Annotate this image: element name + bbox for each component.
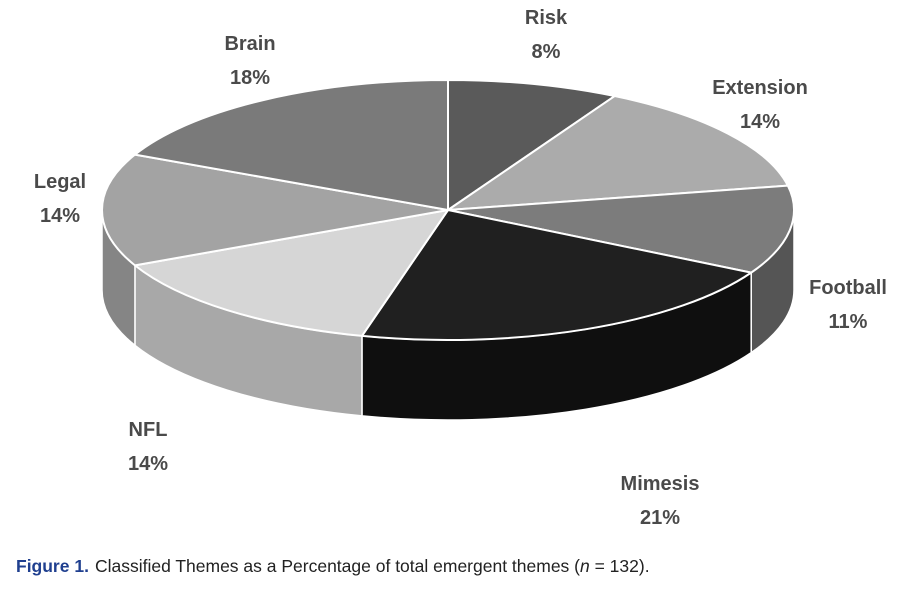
slice-label-extension: Extension [712,77,808,99]
pie-slice-legal [101,153,449,267]
caption-n-variable: n [580,556,590,576]
slice-value-legal: 14% [40,205,80,227]
pie-slice-extension [447,95,789,211]
slice-value-brain: 18% [230,67,270,89]
caption-text-after: = 132). [589,556,650,576]
figure-caption: Figure 1. Classified Themes as a Percenta… [16,556,650,577]
slice-value-nfl: 14% [128,453,168,475]
slice-value-risk: 8% [532,41,561,63]
pie-slice-nfl [133,209,449,337]
slice-label-mimesis: Mimesis [621,473,700,495]
figure-label: Figure 1. [16,556,89,576]
pie-labels: Risk 8% Extension 14% Football 11% Mimesis 21% N… [34,7,887,529]
slice-label-nfl: NFL [129,419,168,441]
slice-label-football: Football [809,277,887,299]
slice-value-football: 11% [829,311,868,333]
pie-sides [101,209,795,421]
slice-label-risk: Risk [525,7,568,29]
pie-chart: Risk 8% Extension 14% Football 11% Mimesis 21% N… [34,7,887,529]
pie-slice-mimesis [360,209,753,341]
pie-slice-football [447,184,795,274]
pie-tops [101,79,795,341]
caption-text-before: Classified Themes as a Percentage of tot… [94,556,580,576]
slice-value-extension: 14% [740,111,780,133]
slice-label-brain: Brain [224,33,275,55]
pie-slice-risk [447,79,616,211]
slice-value-mimesis: 21% [640,507,680,529]
slice-label-legal: Legal [34,171,86,193]
pie-slice-brain [133,79,449,211]
